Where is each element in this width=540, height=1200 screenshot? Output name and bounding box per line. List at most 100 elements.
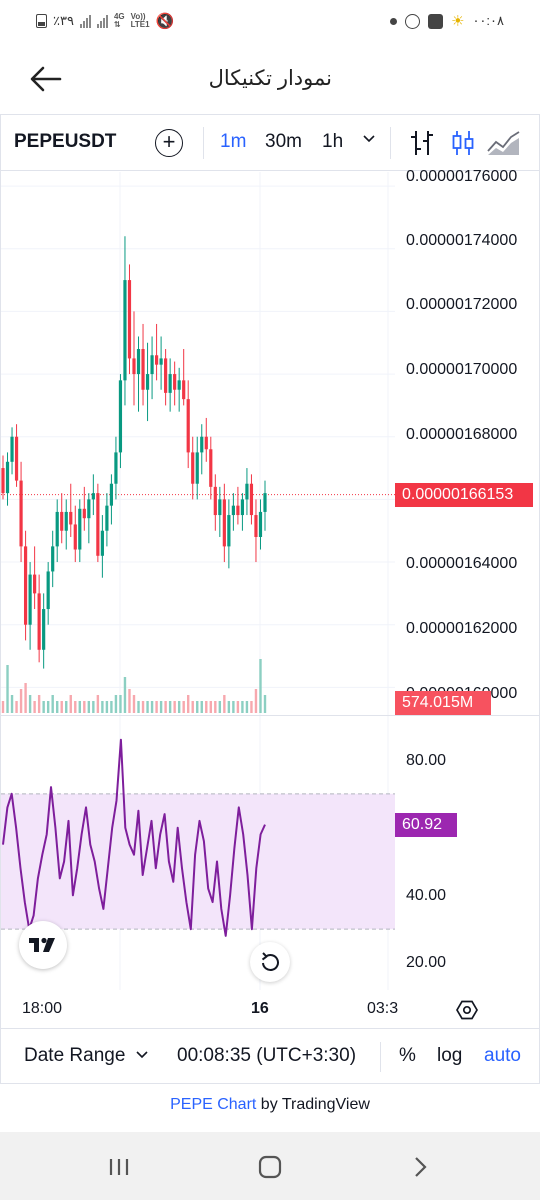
- percent-scale-toggle[interactable]: %: [399, 1045, 416, 1066]
- app-header: نمودار تکنیکال: [0, 44, 540, 114]
- candle-body: [132, 358, 136, 375]
- volte-text: Vo)): [130, 12, 146, 21]
- volume-bar: [15, 701, 18, 713]
- candle-body: [227, 515, 231, 547]
- volume-bar: [218, 701, 222, 713]
- volume-bar: [92, 701, 95, 713]
- time-tick: 18:00: [22, 1000, 63, 1017]
- volume-bar: [227, 701, 231, 713]
- price-tick: 0.00000172000: [406, 296, 518, 313]
- chart-bottom-bar: Date Range 00:08:35 (UTC+3:30) % log aut…: [1, 1028, 539, 1083]
- rsi-value-tag: 60.92: [395, 813, 457, 837]
- interval-1m[interactable]: 1m: [220, 131, 247, 152]
- gear-icon: [456, 1000, 478, 1020]
- auto-scale-toggle[interactable]: auto: [484, 1045, 521, 1066]
- volume-bar: [263, 695, 267, 713]
- volume-bar: [205, 701, 208, 713]
- volume-bar: [123, 677, 127, 713]
- volume-bar: [51, 695, 54, 713]
- volume-bar: [128, 689, 131, 713]
- battery-icon: [36, 14, 47, 28]
- volume-bar: [110, 701, 113, 713]
- chevron-down-icon: [136, 1051, 148, 1059]
- rsi-axis[interactable]: 80.00 40.00 20.00: [396, 0, 538, 1200]
- volume-bar: [164, 701, 167, 713]
- volume-bar: [87, 701, 91, 713]
- candle-body: [164, 358, 168, 393]
- bar-style-button[interactable]: [409, 129, 435, 162]
- volume-bar: [241, 701, 244, 713]
- candle-body: [191, 452, 195, 484]
- data-arrows-icon: ⇅: [113, 20, 121, 29]
- candle-body: [254, 515, 258, 537]
- volume-bar: [78, 701, 81, 713]
- compare-add-button[interactable]: +: [155, 129, 183, 157]
- volume-bar: [24, 683, 27, 713]
- candle-body: [236, 505, 240, 516]
- signal-icon: [79, 14, 91, 28]
- price-axis[interactable]: 0.00000176000 0.00000174000 0.0000017200…: [396, 0, 538, 1200]
- volume-bar: [105, 701, 109, 713]
- candle-body: [118, 380, 123, 453]
- volume-bar: [141, 701, 145, 713]
- symbol-label[interactable]: PEPEUSDT: [14, 131, 117, 152]
- volume-bar: [173, 701, 176, 713]
- candle-body: [177, 380, 181, 390]
- volume-bar: [28, 695, 32, 713]
- candle-body: [145, 374, 150, 390]
- candle-body: [136, 349, 141, 375]
- tradingview-logo[interactable]: [19, 921, 67, 969]
- candle-body: [73, 524, 77, 550]
- recent-apps-button[interactable]: [105, 1152, 135, 1182]
- volume-bar: [223, 695, 226, 713]
- candle-body: [19, 480, 23, 547]
- volume-bar: [209, 701, 212, 713]
- candle-body: [60, 511, 64, 531]
- date-range-button[interactable]: Date Range: [24, 1045, 149, 1067]
- time-axis[interactable]: 18:00 16 03:3: [1, 998, 539, 1028]
- pepe-chart-link[interactable]: PEPE Chart: [170, 1096, 257, 1113]
- volume-bar: [132, 695, 136, 713]
- volume-bar: [101, 701, 104, 713]
- timezone-clock[interactable]: 00:08:35 (UTC+3:30): [177, 1045, 357, 1066]
- volume-bar: [150, 701, 154, 713]
- back-button[interactable]: [28, 64, 64, 94]
- candle-body: [51, 546, 55, 572]
- log-scale-toggle[interactable]: log: [437, 1045, 463, 1066]
- indicators-button[interactable]: [487, 129, 521, 162]
- toolbar-divider-2: [390, 127, 391, 159]
- interval-30m[interactable]: 30m: [265, 131, 302, 152]
- volume-bar: [191, 701, 194, 713]
- candle-body: [168, 374, 172, 393]
- volume-tag: 574.015M: [395, 691, 491, 715]
- candle-style-button[interactable]: [451, 129, 475, 162]
- price-tick: 0.00000174000: [406, 232, 518, 249]
- interval-dropdown[interactable]: [362, 131, 376, 148]
- volume-bar: [155, 701, 158, 713]
- last-price-tag: 0.00000166153: [395, 483, 533, 507]
- rsi-tick: 20.00: [406, 954, 447, 971]
- candle-body: [231, 505, 235, 516]
- pane-divider[interactable]: [1, 715, 539, 716]
- volume-bar: [236, 701, 240, 713]
- bars-icon: [411, 131, 433, 155]
- network-type: 4G: [113, 12, 125, 21]
- plus-circle-icon: +: [162, 129, 176, 154]
- price-tick: 0.00000176000: [406, 168, 518, 185]
- chart-toolbar: PEPEUSDT + 1m 30m 1h: [1, 115, 539, 171]
- candle-body: [100, 530, 104, 556]
- reset-chart-button[interactable]: [250, 942, 290, 982]
- back-nav-button[interactable]: [405, 1152, 435, 1182]
- candle-body: [127, 280, 132, 359]
- chart-settings-button[interactable]: [455, 998, 479, 1022]
- candle-body: [245, 483, 249, 500]
- home-button[interactable]: [255, 1152, 285, 1182]
- volume-bar: [56, 701, 59, 713]
- system-nav-bar: [0, 1132, 540, 1200]
- volume-bar: [232, 701, 235, 713]
- price-tick: 0.00000162000: [406, 620, 518, 637]
- interval-1h[interactable]: 1h: [322, 131, 344, 152]
- rsi-band: [1, 793, 395, 930]
